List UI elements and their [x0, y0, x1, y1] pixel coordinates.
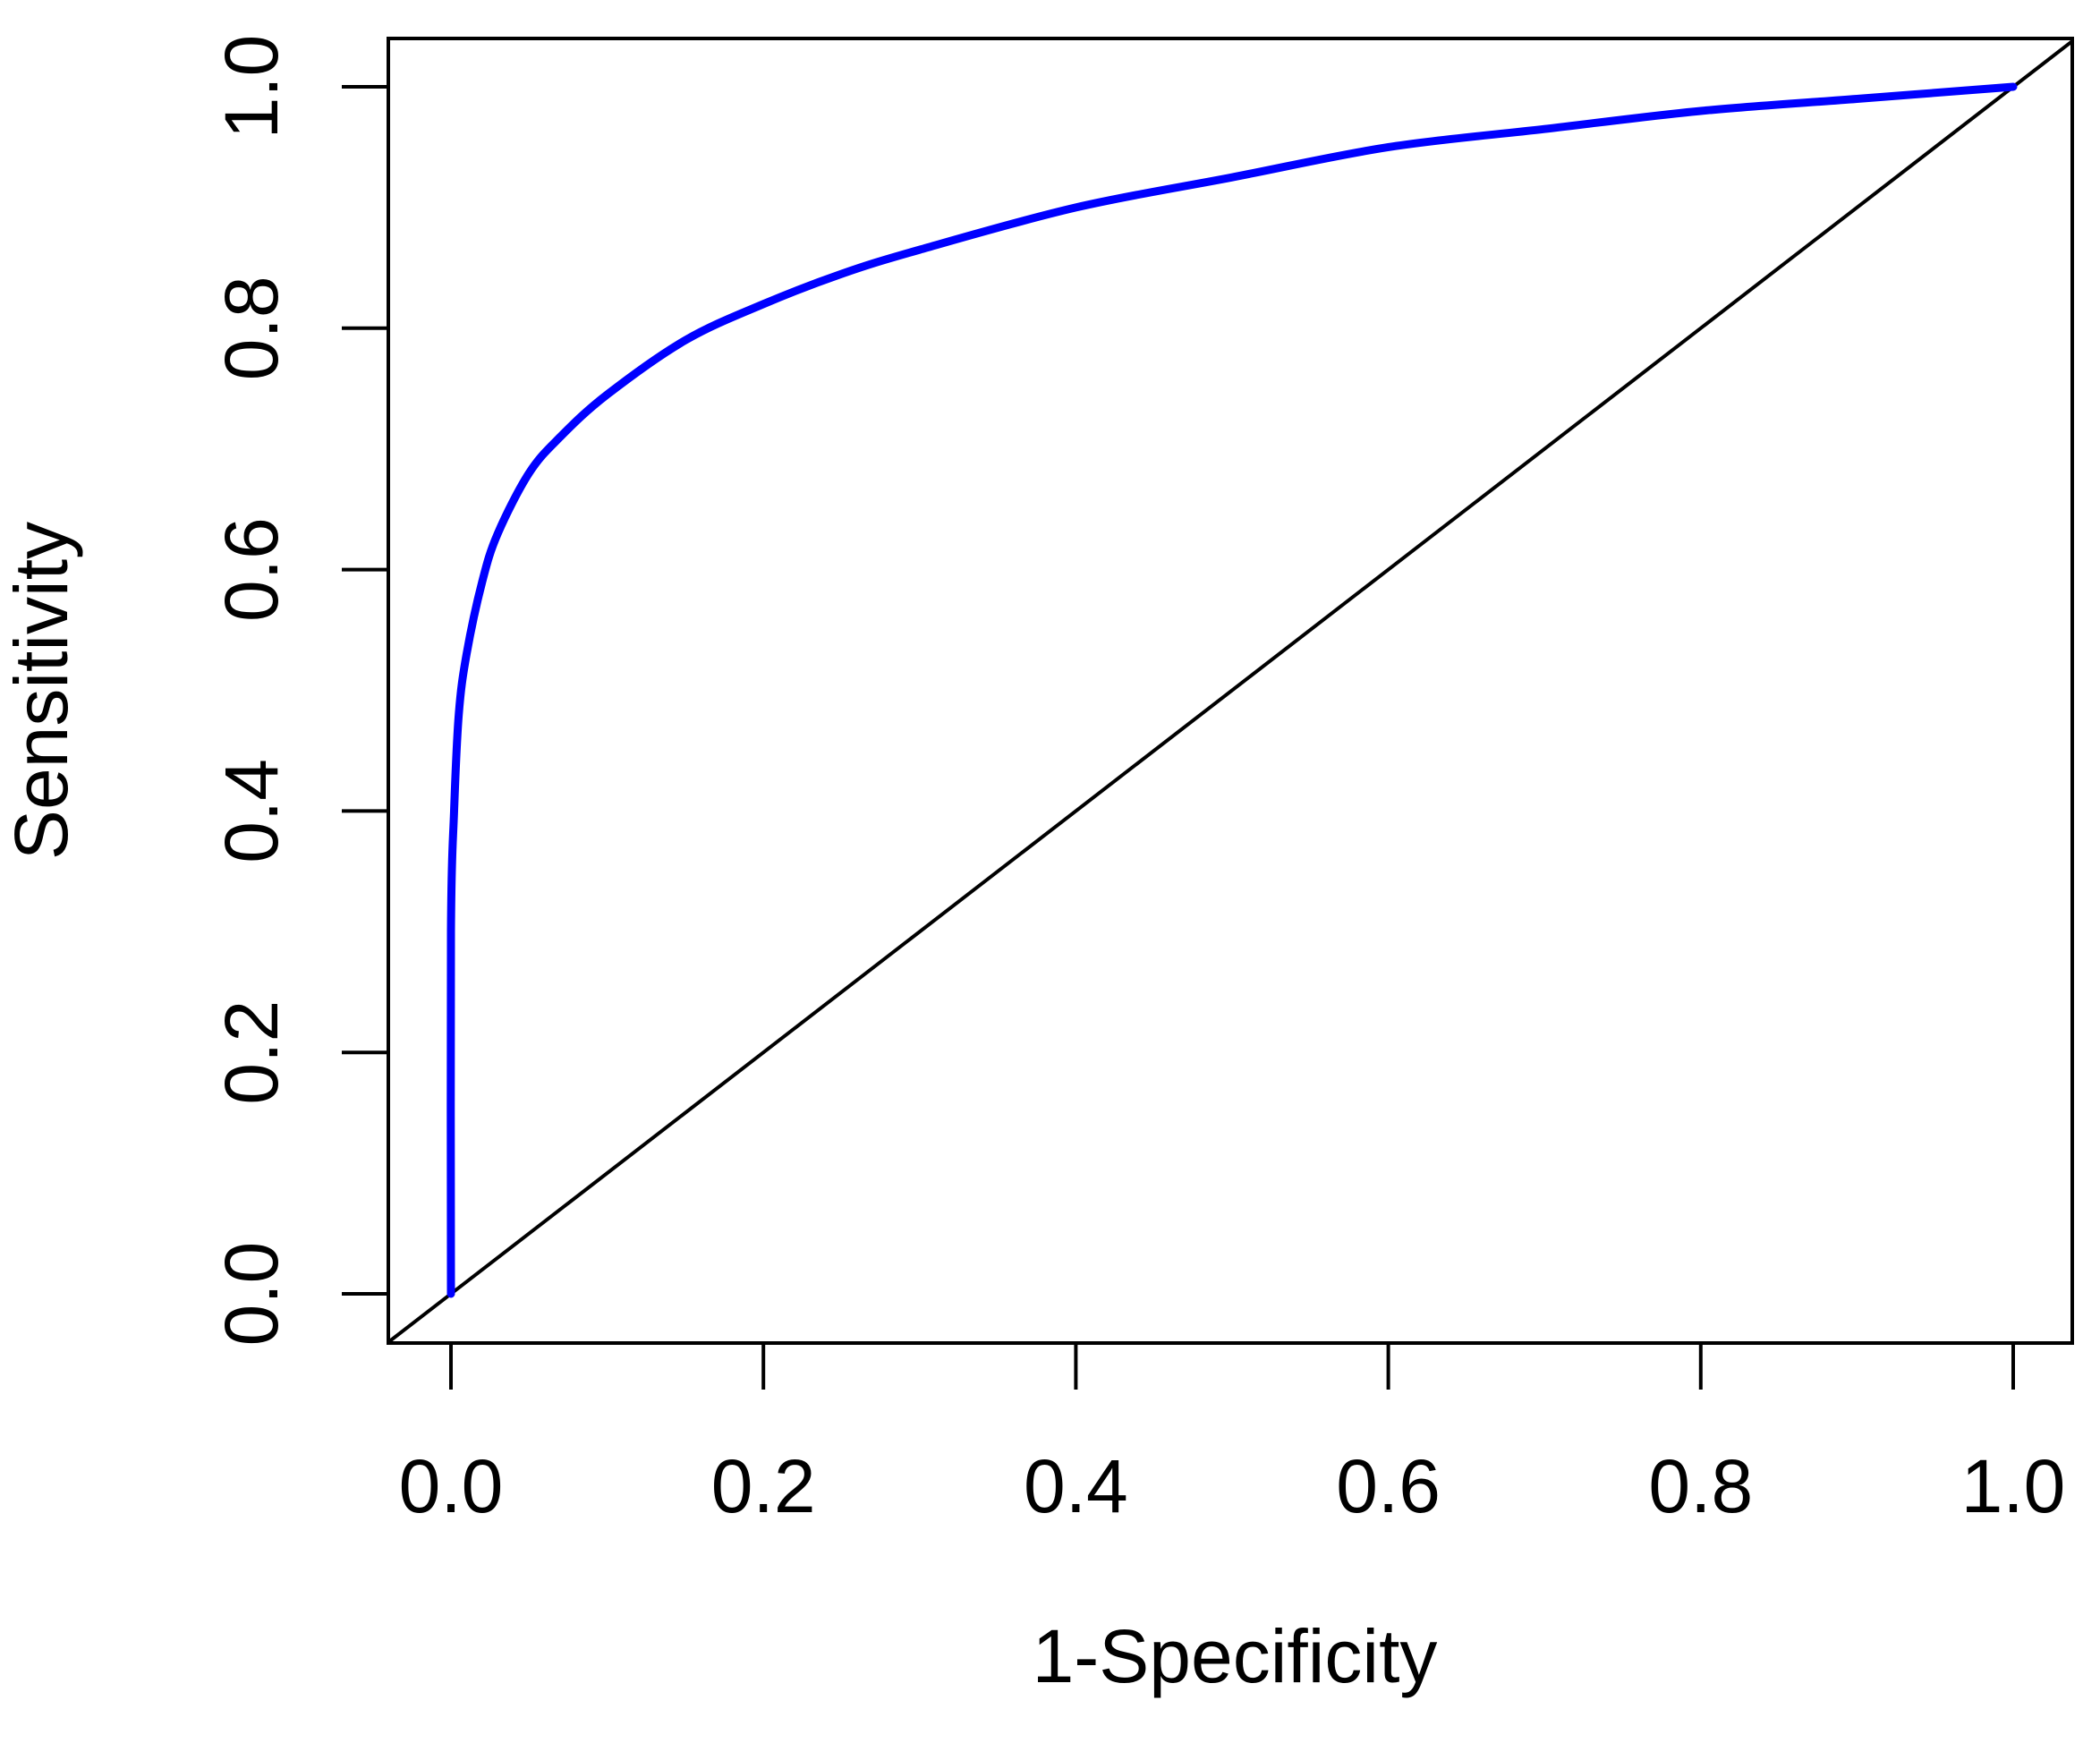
- roc-curve-line: [446, 82, 2018, 1298]
- x-tick-label: 0.6: [1336, 1444, 1441, 1528]
- plot-frame: [387, 37, 2074, 1345]
- y-tick-label: 0.4: [209, 759, 293, 863]
- y-tick-label: 1.0: [209, 35, 293, 140]
- x-tick-label: 1.0: [1961, 1444, 2066, 1528]
- x-tick-label: 0.2: [711, 1444, 816, 1528]
- x-tick-label: 0.0: [399, 1444, 504, 1528]
- y-tick-label: 0.2: [209, 1000, 293, 1105]
- x-tick-label: 0.4: [1024, 1444, 1128, 1528]
- y-tick-label: 0.6: [209, 517, 293, 622]
- x-axis: 0.0 0.2 0.4 0.6 0.8 1.0: [399, 1343, 2066, 1528]
- reference-diagonal-line: [388, 38, 2072, 1343]
- x-tick-label: 0.8: [1648, 1444, 1753, 1528]
- y-axis: 0.0 0.2 0.4 0.6 0.8 1.0: [209, 35, 388, 1347]
- series-layer: [388, 38, 2072, 1343]
- y-tick-label: 0.8: [209, 276, 293, 380]
- y-axis-label: Sensitivity: [0, 522, 83, 860]
- x-axis-label: 1-Specificity: [1033, 1614, 1438, 1698]
- y-tick-label: 0.0: [209, 1242, 293, 1347]
